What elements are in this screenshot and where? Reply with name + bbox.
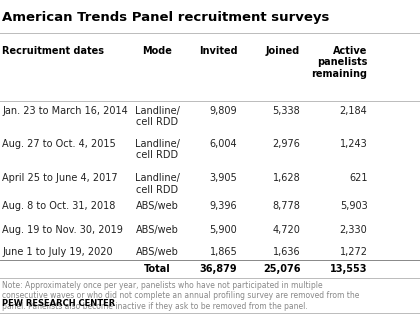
Text: Note: Approximately once per year, panelists who have not participated in multip: Note: Approximately once per year, panel… [2, 281, 360, 311]
Text: ABS/web: ABS/web [136, 247, 179, 257]
Text: 1,243: 1,243 [340, 139, 368, 149]
Text: 1,636: 1,636 [273, 247, 300, 257]
Text: Landline/
cell RDD: Landline/ cell RDD [135, 173, 180, 195]
Text: Total: Total [144, 264, 171, 274]
Text: 4,720: 4,720 [273, 225, 300, 235]
Text: Landline/
cell RDD: Landline/ cell RDD [135, 106, 180, 127]
Text: Aug. 8 to Oct. 31, 2018: Aug. 8 to Oct. 31, 2018 [2, 201, 116, 211]
Text: Mode: Mode [142, 46, 173, 56]
Text: 621: 621 [349, 173, 368, 183]
Text: 13,553: 13,553 [330, 264, 368, 274]
Text: 1,272: 1,272 [339, 247, 368, 257]
Text: 9,396: 9,396 [210, 201, 237, 211]
Text: 6,004: 6,004 [210, 139, 237, 149]
Text: 36,879: 36,879 [200, 264, 237, 274]
Text: PEW RESEARCH CENTER: PEW RESEARCH CENTER [2, 299, 116, 308]
Text: June 1 to July 19, 2020: June 1 to July 19, 2020 [2, 247, 113, 257]
Text: Aug. 27 to Oct. 4, 2015: Aug. 27 to Oct. 4, 2015 [2, 139, 116, 149]
Text: 9,809: 9,809 [210, 106, 237, 116]
Text: 2,330: 2,330 [340, 225, 368, 235]
Text: 1,628: 1,628 [273, 173, 300, 183]
Text: ABS/web: ABS/web [136, 225, 179, 235]
Text: Active
panelists
remaining: Active panelists remaining [312, 46, 368, 79]
Text: 8,778: 8,778 [273, 201, 300, 211]
Text: 5,900: 5,900 [210, 225, 237, 235]
Text: 2,184: 2,184 [340, 106, 368, 116]
Text: 2,976: 2,976 [273, 139, 300, 149]
Text: 25,076: 25,076 [263, 264, 300, 274]
Text: Aug. 19 to Nov. 30, 2019: Aug. 19 to Nov. 30, 2019 [2, 225, 123, 235]
Text: 5,903: 5,903 [340, 201, 368, 211]
Text: 5,338: 5,338 [273, 106, 300, 116]
Text: Invited: Invited [199, 46, 237, 56]
Text: 3,905: 3,905 [210, 173, 237, 183]
Text: Recruitment dates: Recruitment dates [2, 46, 104, 56]
Text: American Trends Panel recruitment surveys: American Trends Panel recruitment survey… [2, 11, 329, 24]
Text: April 25 to June 4, 2017: April 25 to June 4, 2017 [2, 173, 118, 183]
Text: Jan. 23 to March 16, 2014: Jan. 23 to March 16, 2014 [2, 106, 128, 116]
Text: ABS/web: ABS/web [136, 201, 179, 211]
Text: Joined: Joined [266, 46, 300, 56]
Text: 1,865: 1,865 [210, 247, 237, 257]
Text: Landline/
cell RDD: Landline/ cell RDD [135, 139, 180, 160]
